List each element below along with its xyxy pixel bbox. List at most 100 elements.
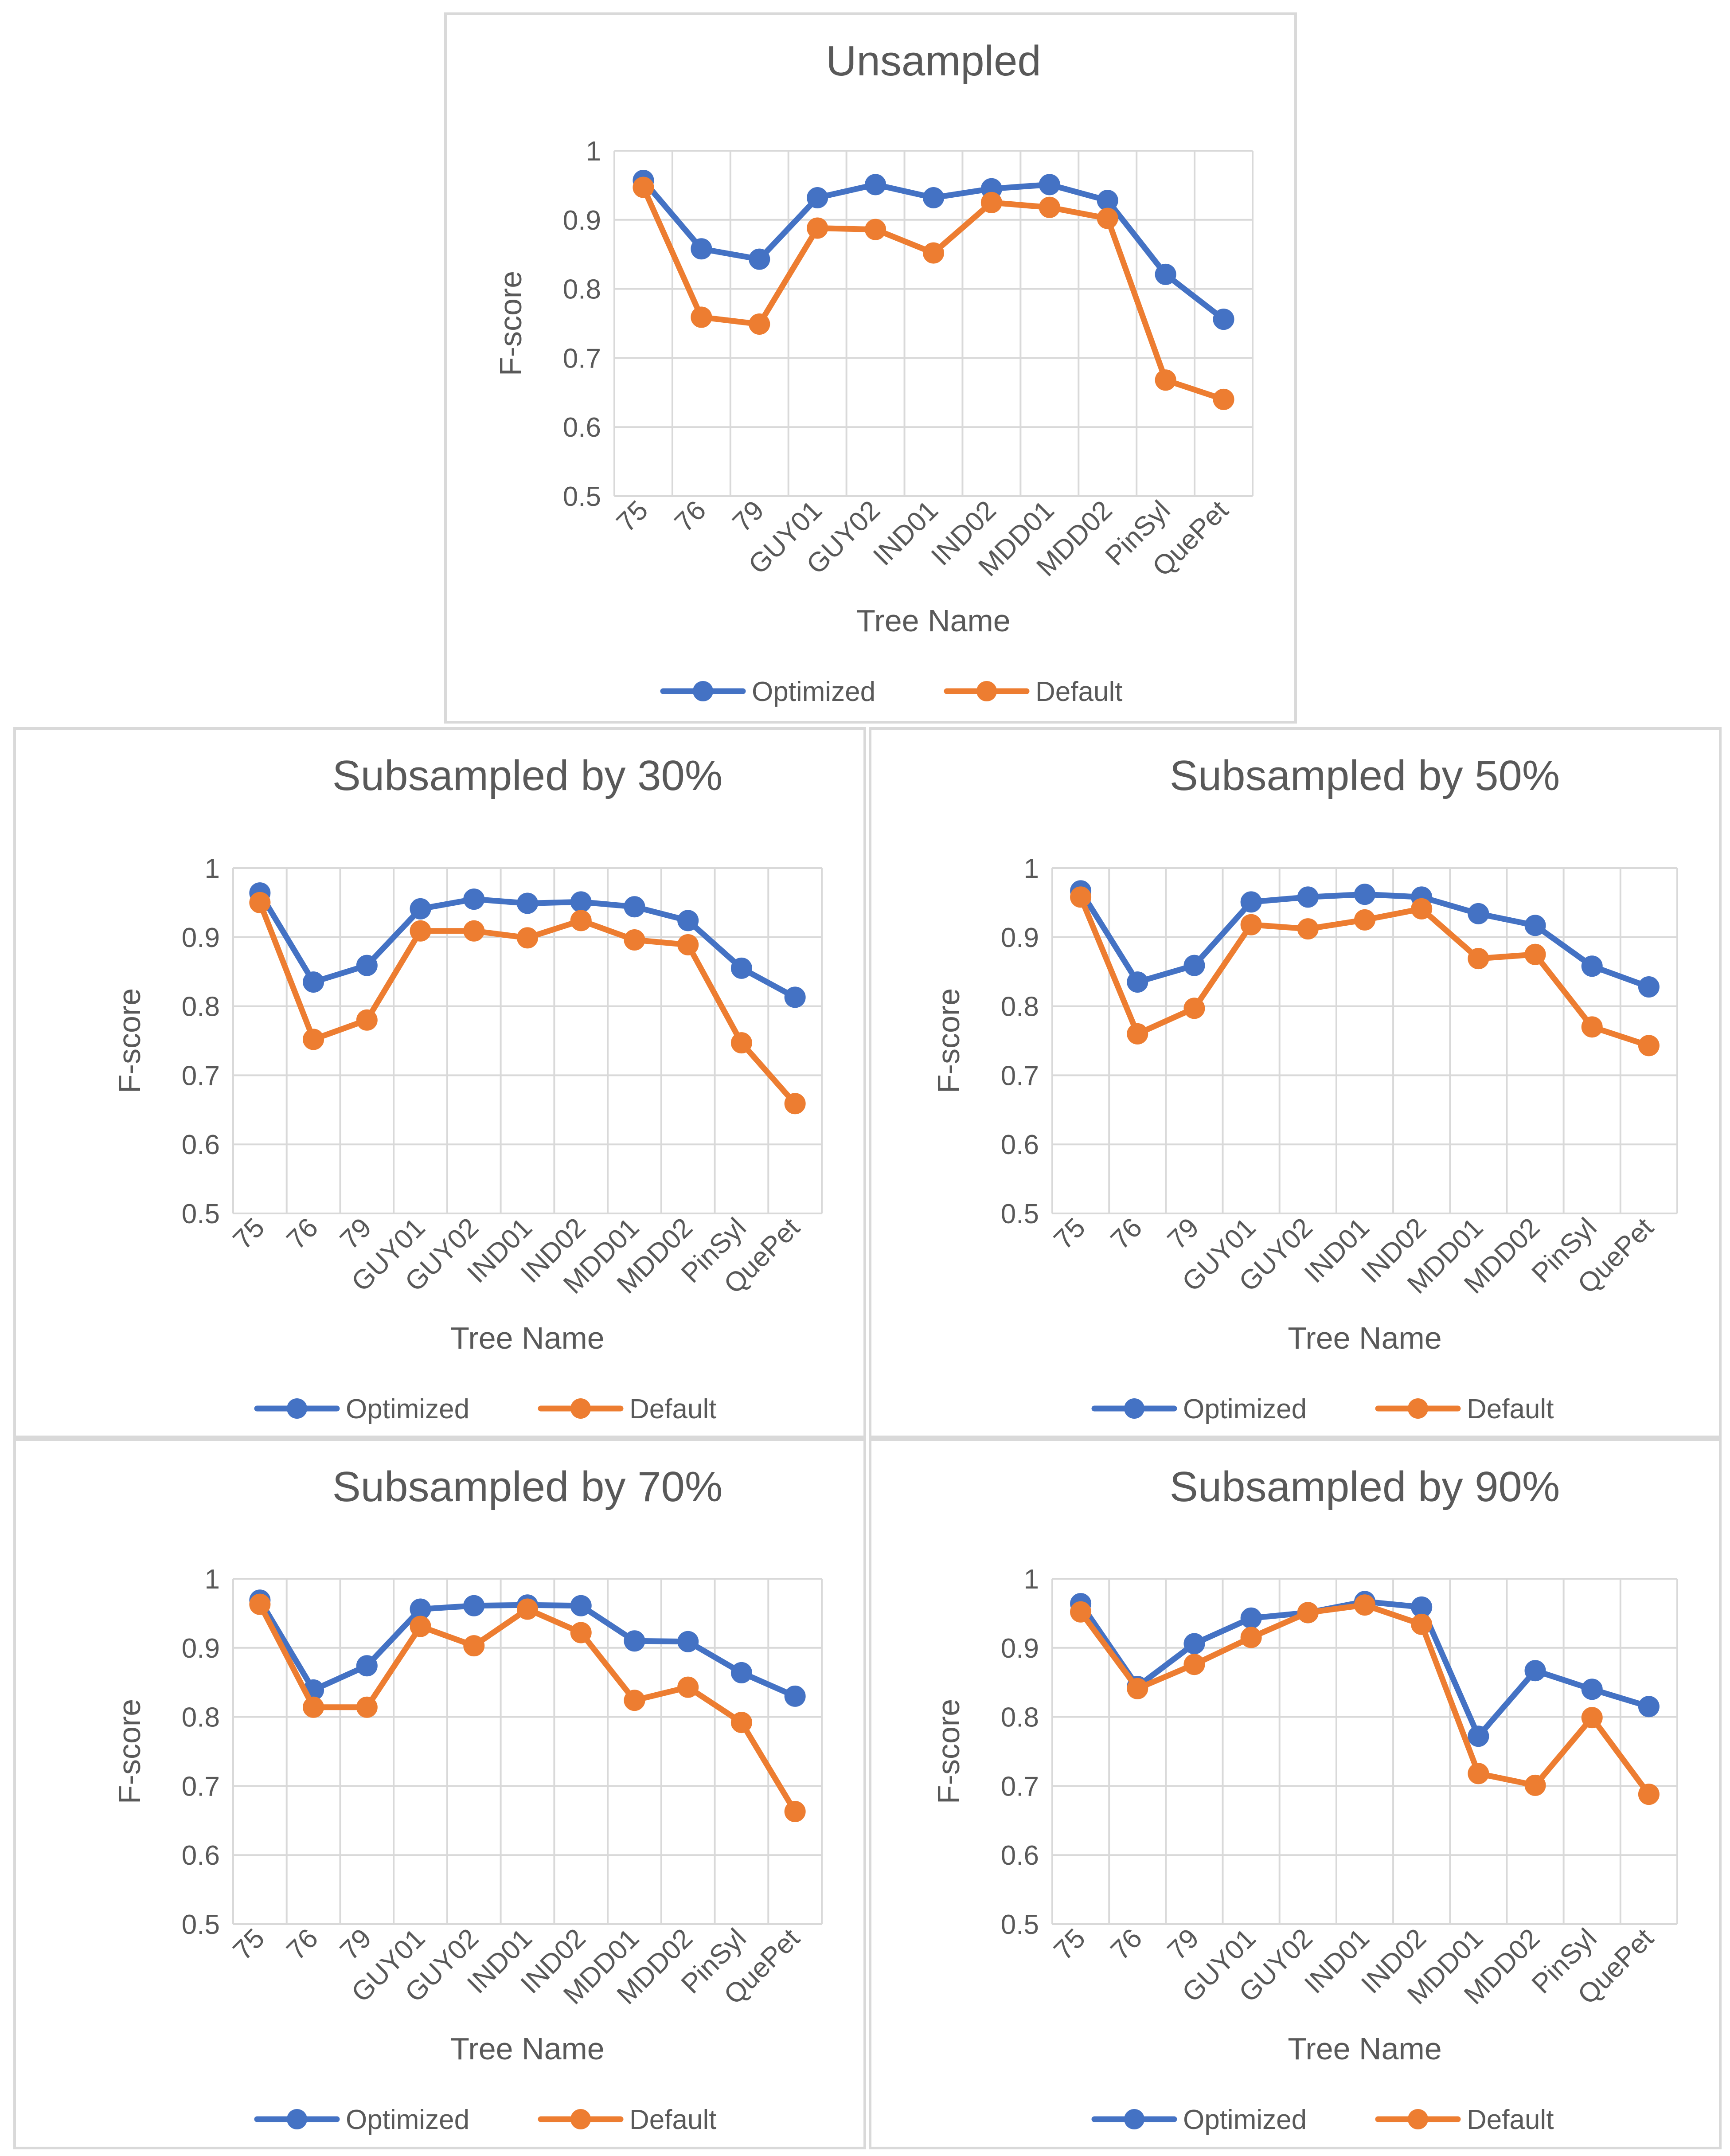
x-tick-label: 75: [1048, 1212, 1091, 1256]
chart-panel-subsampled-90: Subsampled by 90% 0.5 0.6 0.7 0.8 0.9 1 75 76 79 G…: [869, 1438, 1722, 2149]
y-axis-title: F-score: [112, 1699, 147, 1804]
data-point-default-ind02: [1411, 1613, 1433, 1635]
x-tick-label: 76: [281, 1923, 324, 1966]
data-point-default-guy02: [463, 1635, 485, 1657]
x-axis-title: Tree Name: [856, 603, 1011, 638]
data-point-optimized-guy02: [865, 174, 886, 196]
y-tick-label: 0.7: [182, 1060, 220, 1091]
data-point-default-79: [356, 1009, 378, 1031]
data-point-optimized-guy02: [463, 1595, 485, 1616]
legend-label-optimized: Optimized: [752, 677, 875, 707]
chart-title: Subsampled by 90%: [1170, 1463, 1560, 1510]
x-tick-label: 76: [1105, 1212, 1148, 1256]
x-tick-label: 76: [281, 1212, 324, 1256]
data-point-default-guy02: [865, 219, 886, 240]
legend-label-default: Default: [1467, 2105, 1554, 2135]
y-tick-label: 0.9: [563, 205, 601, 236]
data-point-optimized-guy02: [1297, 886, 1319, 908]
data-point-optimized-guy01: [1240, 891, 1262, 913]
legend-label-optimized: Optimized: [346, 2105, 469, 2135]
legend-label-default: Default: [1467, 1394, 1554, 1424]
data-point-default-quepet: [1213, 388, 1234, 410]
x-tick-label: 76: [669, 495, 712, 538]
data-point-optimized-ind01: [1354, 884, 1375, 905]
data-point-default-75: [249, 1593, 271, 1615]
y-tick-label: 0.6: [182, 1840, 220, 1871]
data-point-default-ind02: [980, 192, 1002, 213]
y-tick-label: 0.8: [563, 274, 601, 305]
y-axis-title: F-score: [931, 988, 966, 1093]
data-point-optimized-mdd01: [1039, 174, 1060, 196]
data-point-default-pinsyl: [1581, 1016, 1603, 1038]
legend-marker-default: [976, 681, 997, 701]
data-point-optimized-76: [691, 238, 712, 260]
data-point-default-quepet: [784, 1093, 806, 1115]
data-point-default-pinsyl: [1581, 1707, 1603, 1729]
y-axis-title: F-score: [931, 1699, 966, 1804]
data-point-default-ind01: [517, 1598, 538, 1620]
data-point-default-ind01: [517, 927, 538, 949]
legend-label-default: Default: [629, 1394, 716, 1424]
data-point-default-quepet: [1638, 1784, 1660, 1805]
data-point-default-guy02: [1297, 918, 1319, 940]
y-tick-label: 0.8: [1001, 1702, 1039, 1733]
x-tick-label: IND01: [1299, 1923, 1375, 1999]
x-axis-title: Tree Name: [450, 1321, 605, 1355]
x-tick-label: 76: [1105, 1923, 1148, 1966]
y-tick-label: 0.7: [1001, 1771, 1039, 1802]
x-tick-label: IND01: [867, 495, 944, 571]
data-point-default-75: [633, 176, 654, 198]
y-tick-label: 0.8: [182, 992, 220, 1022]
data-point-optimized-ind01: [517, 892, 538, 914]
data-point-default-ind02: [570, 1622, 592, 1643]
data-point-optimized-quepet: [784, 1685, 806, 1707]
y-tick-label: 0.5: [1001, 1199, 1039, 1229]
legend-marker-optimized: [693, 681, 713, 701]
legend-marker-default: [1408, 1398, 1428, 1419]
chart-title: Unsampled: [826, 37, 1041, 85]
data-point-optimized-mdd02: [677, 910, 699, 931]
y-tick-label: 1: [205, 1564, 220, 1595]
data-point-default-guy01: [410, 920, 431, 942]
data-point-optimized-pinsyl: [1155, 263, 1176, 285]
data-point-default-guy01: [1240, 1627, 1262, 1648]
data-point-default-ind02: [570, 910, 592, 931]
data-point-optimized-guy01: [410, 898, 431, 920]
data-point-default-76: [1127, 1678, 1148, 1699]
data-point-default-guy01: [807, 217, 828, 239]
legend-marker-optimized: [287, 2109, 307, 2129]
y-tick-label: 0.6: [1001, 1130, 1039, 1160]
y-tick-label: 0.8: [182, 1702, 220, 1733]
data-point-optimized-79: [1183, 955, 1205, 976]
y-axis-title: F-score: [493, 271, 528, 376]
legend-label-default: Default: [629, 2105, 716, 2135]
chart-panel-subsampled-50: Subsampled by 50% 0.5 0.6 0.7 0.8 0.9 1 75 76 79 G…: [869, 727, 1722, 1438]
data-point-default-guy01: [1240, 914, 1262, 935]
x-tick-label: 75: [227, 1923, 271, 1966]
data-point-optimized-79: [1183, 1633, 1205, 1655]
data-point-default-mdd02: [677, 934, 699, 955]
y-tick-label: 0.9: [182, 1633, 220, 1664]
data-point-default-pinsyl: [1155, 369, 1176, 391]
x-tick-label: 79: [727, 495, 770, 538]
legend-marker-optimized: [1124, 2109, 1144, 2129]
data-point-optimized-guy02: [463, 888, 485, 910]
data-point-optimized-mdd01: [1468, 1726, 1489, 1747]
data-point-default-mdd01: [1468, 1763, 1489, 1784]
data-point-optimized-mdd02: [1097, 190, 1118, 211]
chart-panel-subsampled-30: Subsampled by 30% 0.5 0.6 0.7 0.8 0.9 1 75 76 79 G…: [13, 727, 866, 1438]
data-point-default-mdd02: [1524, 943, 1546, 965]
y-tick-label: 0.7: [182, 1771, 220, 1802]
chart-title: Subsampled by 70%: [332, 1463, 723, 1510]
y-tick-label: 1: [1024, 1564, 1039, 1595]
legend-marker-optimized: [1124, 1398, 1144, 1419]
x-tick-label: 79: [334, 1212, 378, 1256]
data-point-optimized-76: [303, 971, 324, 993]
data-point-default-pinsyl: [730, 1712, 752, 1733]
data-point-default-79: [356, 1696, 378, 1718]
data-point-default-76: [303, 1029, 324, 1050]
